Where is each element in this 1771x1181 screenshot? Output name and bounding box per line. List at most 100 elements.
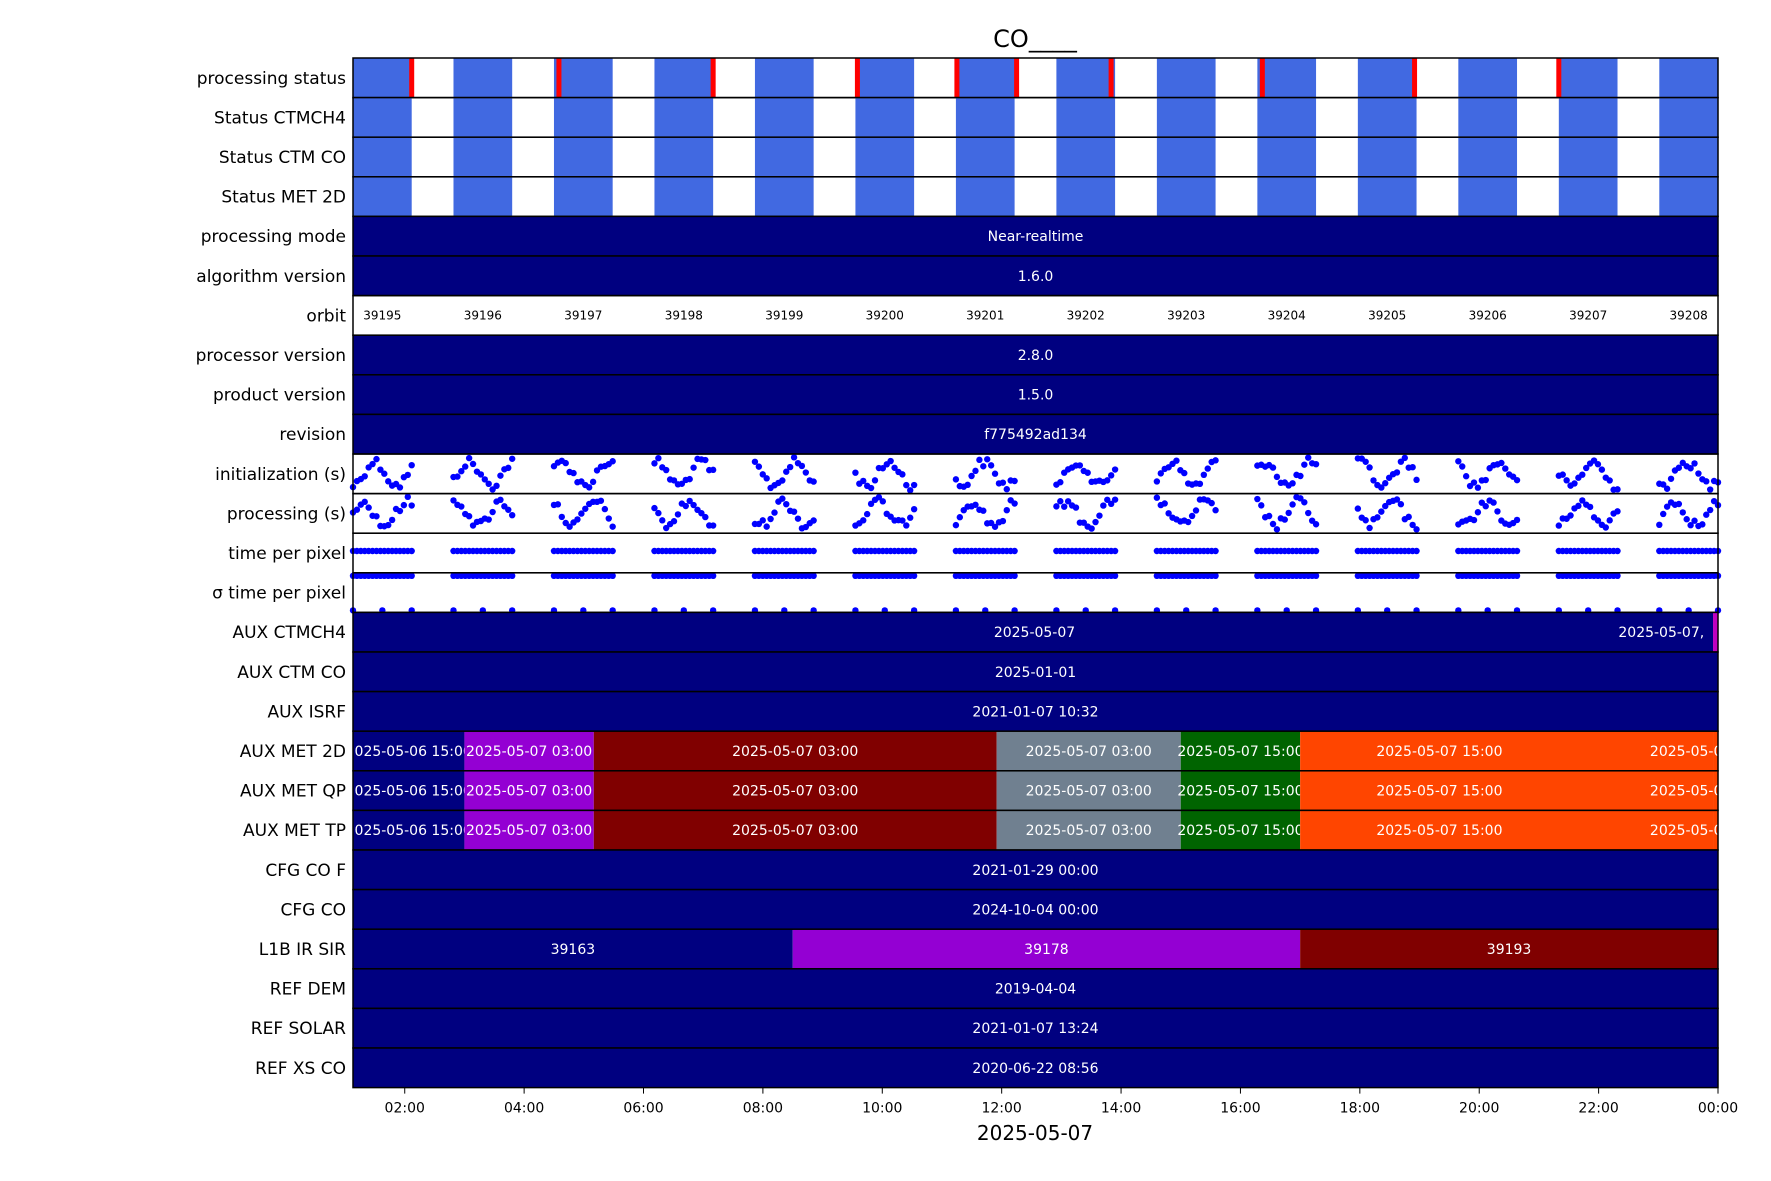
row-7: 2.8.0 bbox=[352, 334, 1719, 376]
row-24: 2021-01-07 13:24 bbox=[352, 1007, 1719, 1049]
error-mark bbox=[556, 58, 562, 98]
scatter-point bbox=[1301, 461, 1308, 468]
scatter-point bbox=[751, 458, 759, 465]
scatter-point bbox=[956, 514, 964, 521]
scatter-point bbox=[1080, 519, 1087, 526]
scatter-point bbox=[1710, 497, 1718, 505]
row-label: CFG CO F bbox=[265, 861, 346, 881]
scatter-point bbox=[1494, 508, 1501, 515]
x-tick-label: 02:00 bbox=[385, 1101, 425, 1117]
band-segment bbox=[353, 810, 465, 850]
scatter-point bbox=[1490, 499, 1497, 506]
error-mark bbox=[710, 58, 716, 98]
scatter-point bbox=[508, 572, 516, 579]
status-block bbox=[955, 176, 1015, 217]
scatter-point bbox=[361, 498, 368, 506]
scatter-point bbox=[779, 477, 786, 484]
scatter-point bbox=[566, 523, 573, 530]
row-label: processor version bbox=[196, 346, 346, 366]
band-segment bbox=[1180, 810, 1301, 850]
scatter-point bbox=[605, 515, 612, 522]
scatter-point bbox=[505, 506, 512, 513]
row-6: 39195 39196 39197 39198 39199 39200 39201 39202… bbox=[352, 294, 1719, 336]
scatter-point bbox=[1559, 471, 1566, 478]
scatter-point bbox=[999, 517, 1007, 525]
band-segment bbox=[353, 374, 1718, 415]
scatter-point bbox=[1072, 504, 1080, 511]
band-label: 2019-04-04 bbox=[995, 982, 1076, 998]
scatter-point bbox=[493, 482, 500, 490]
row-border bbox=[352, 294, 1719, 336]
row-10 bbox=[349, 453, 1722, 495]
scatter-point bbox=[1699, 521, 1706, 528]
scatter-point bbox=[1575, 502, 1582, 510]
scatter-point bbox=[1660, 481, 1667, 488]
scatter-point bbox=[1579, 497, 1586, 504]
row-label: AUX MET TP bbox=[243, 821, 346, 841]
status-block bbox=[1458, 176, 1518, 217]
x-tick-label: 00:00 bbox=[1698, 1101, 1738, 1117]
scatter-point bbox=[980, 463, 987, 470]
band-segment bbox=[1713, 810, 1718, 850]
scatter-point bbox=[1667, 475, 1675, 482]
band-segment bbox=[353, 691, 1718, 732]
band-segment bbox=[996, 770, 1181, 811]
status-block bbox=[1056, 137, 1116, 177]
scatter-point bbox=[1273, 526, 1281, 533]
status-block bbox=[955, 97, 1015, 138]
scatter-point bbox=[1003, 506, 1010, 514]
band-segment bbox=[353, 1008, 1718, 1048]
scatter-point bbox=[999, 479, 1007, 486]
scatter-point bbox=[1362, 517, 1369, 524]
scatter-point bbox=[1502, 465, 1509, 472]
scatter-point bbox=[578, 510, 585, 517]
row-label: CFG CO bbox=[281, 900, 346, 920]
scatter-point bbox=[1104, 496, 1111, 503]
scatter-point bbox=[1474, 484, 1482, 491]
scatter-point bbox=[1470, 516, 1478, 524]
status-block bbox=[855, 176, 915, 217]
scatter-point bbox=[1703, 478, 1710, 485]
orbit-number: 39208 bbox=[1670, 308, 1708, 322]
x-tick-label: 04:00 bbox=[504, 1101, 544, 1117]
row-label: Status MET 2D bbox=[221, 188, 346, 208]
status-block bbox=[955, 58, 1015, 98]
scatter-point bbox=[1602, 524, 1609, 531]
scatter-point bbox=[1393, 469, 1401, 476]
row-22: 39163 39178 39193 bbox=[352, 928, 1719, 970]
x-tick-label: 10:00 bbox=[862, 1101, 902, 1117]
scatter-point bbox=[1157, 470, 1164, 477]
scatter-point bbox=[1111, 547, 1119, 555]
status-block bbox=[1659, 176, 1718, 217]
scatter-point bbox=[385, 478, 392, 485]
status-block bbox=[453, 137, 513, 177]
scatter-point bbox=[1204, 465, 1211, 472]
scatter-point bbox=[408, 461, 415, 469]
status-block bbox=[1156, 97, 1216, 138]
scatter-point bbox=[1289, 501, 1296, 508]
scatter-point bbox=[1413, 547, 1420, 555]
status-block bbox=[1357, 176, 1417, 217]
scatter-point bbox=[709, 547, 717, 555]
scatter-point bbox=[1057, 479, 1064, 486]
status-block bbox=[353, 176, 412, 217]
band-label: 2025-05-07 15:00 bbox=[1376, 744, 1502, 760]
scatter-point bbox=[454, 473, 461, 480]
scatter-point bbox=[651, 460, 658, 467]
scatter-point bbox=[1273, 473, 1281, 481]
band-label: 2025-05-06 15:00 bbox=[346, 823, 472, 839]
error-mark bbox=[854, 58, 860, 98]
status-block bbox=[955, 137, 1015, 177]
band-label: 2024-10-04 00:00 bbox=[972, 902, 1098, 918]
status-block bbox=[855, 58, 915, 98]
scatter-point bbox=[1687, 522, 1694, 529]
scatter-point bbox=[404, 493, 411, 501]
scatter-point bbox=[1470, 479, 1478, 486]
orbit-number: 39205 bbox=[1368, 308, 1406, 322]
scatter-point bbox=[670, 518, 678, 525]
scatter-point bbox=[1397, 501, 1405, 508]
band-label: 2025-05-07 15:00 bbox=[1177, 823, 1303, 839]
band-label: 2025-05-07 15:00 bbox=[1177, 744, 1303, 760]
scatter-point bbox=[1660, 510, 1667, 518]
